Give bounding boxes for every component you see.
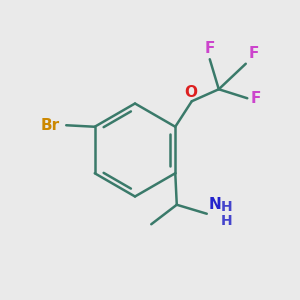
Text: H: H (220, 200, 232, 214)
Text: F: F (205, 41, 215, 56)
Text: H: H (220, 214, 232, 228)
Text: N: N (208, 197, 221, 212)
Text: Br: Br (41, 118, 60, 133)
Text: O: O (184, 85, 197, 100)
Text: F: F (249, 46, 259, 61)
Text: F: F (250, 91, 261, 106)
